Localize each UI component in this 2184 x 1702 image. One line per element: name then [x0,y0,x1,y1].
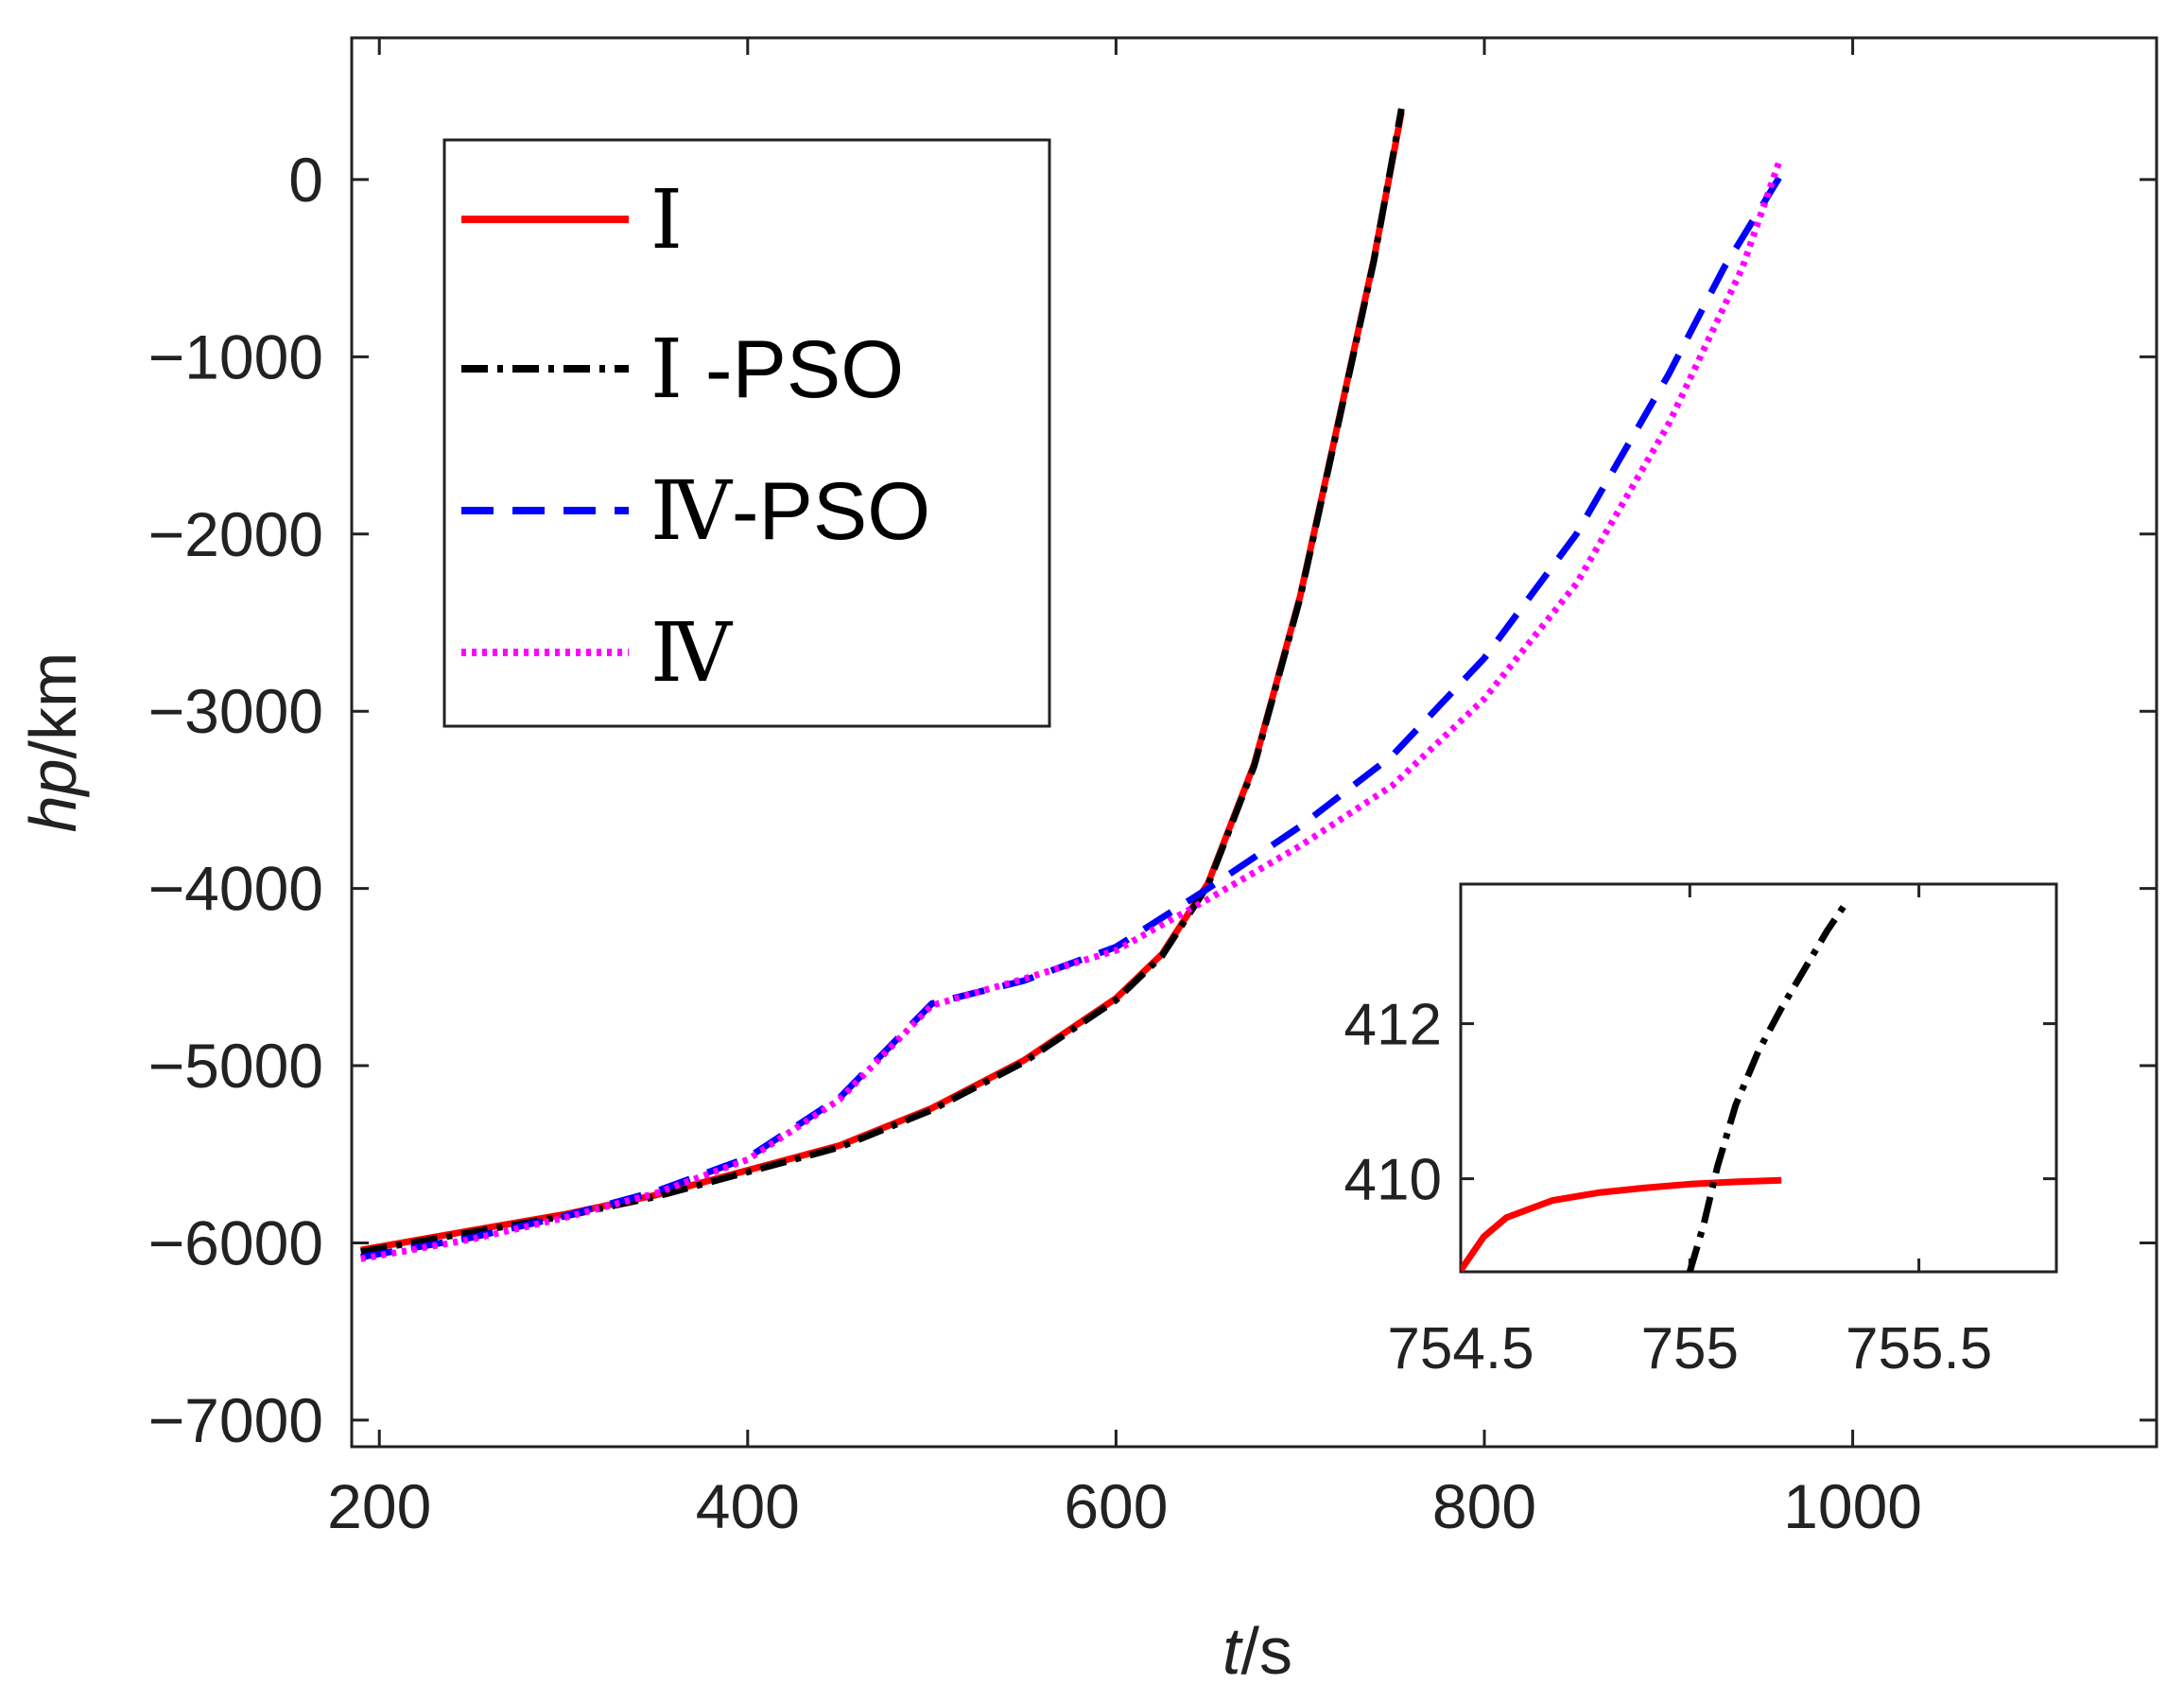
inset-ticks: 754.5 755 755.5 410 412 [1344,884,2056,1381]
y-tick-label: 0 [288,145,323,215]
main-plot-frame [350,36,2158,1449]
inset-series-line-i [1461,1176,1782,1272]
legend-label: Ⅳ [650,606,734,701]
inset-y-tick-label: 412 [1344,993,1442,1058]
legend-label: Ⅰ -PSO [650,322,904,417]
legend-box [442,138,1051,728]
y-tick-label: −5000 [148,1031,323,1101]
x-axis-title-unit: /s [1241,1614,1292,1688]
inset-x-tick-label: 754.5 [1387,1316,1534,1381]
x-tick-label: 600 [1064,1471,1168,1541]
series-line-iv [360,161,1783,1262]
legend-roman-numeral: Ⅳ [650,464,734,559]
inset-x-tick-label: 755.5 [1846,1316,1992,1381]
series-line-i-pso [360,108,1405,1256]
inset-series [1461,901,1848,1272]
y-axis-title: hp/km [16,652,90,833]
legend-roman-numeral: Ⅰ [650,173,683,268]
x-axis-title-var: t [1222,1614,1243,1688]
y-tick-label: −2000 [148,499,323,569]
y-tick-label: −4000 [148,854,323,924]
legend-suffix: -PSO [732,466,930,557]
x-tick-label: 200 [327,1471,431,1541]
x-tick-label: 400 [696,1471,800,1541]
y-tick-label: −7000 [148,1385,323,1455]
legend-roman-numeral: Ⅳ [650,606,734,701]
inset-plot: 754.5 755 755.5 410 412 [1344,882,2058,1381]
inset-x-tick-label: 755 [1641,1316,1739,1381]
main-series [360,108,1783,1262]
inset-series-line-i-pso [1686,901,1848,1272]
legend-label: Ⅳ-PSO [650,464,930,559]
main-ticks: 200 400 600 800 1000 0 −1000 −2000 −3000 −4000 −50… [148,38,2157,1541]
y-tick-label: −3000 [148,676,323,746]
legend-suffix: -PSO [683,324,904,415]
y-axis-title-var: hp [16,758,90,832]
legend-label: Ⅰ [650,173,683,268]
inset-y-tick-label: 410 [1344,1148,1442,1213]
x-tick-label: 800 [1432,1471,1536,1541]
y-tick-label: −1000 [148,321,323,391]
legend-roman-numeral: Ⅰ [650,322,683,417]
x-axis-title: t/s [1222,1614,1292,1688]
x-tick-label: 1000 [1783,1471,1922,1541]
inset-plot-frame [1459,882,2058,1274]
y-tick-label: −6000 [148,1207,323,1277]
y-axis-title-unit: /km [16,652,90,759]
